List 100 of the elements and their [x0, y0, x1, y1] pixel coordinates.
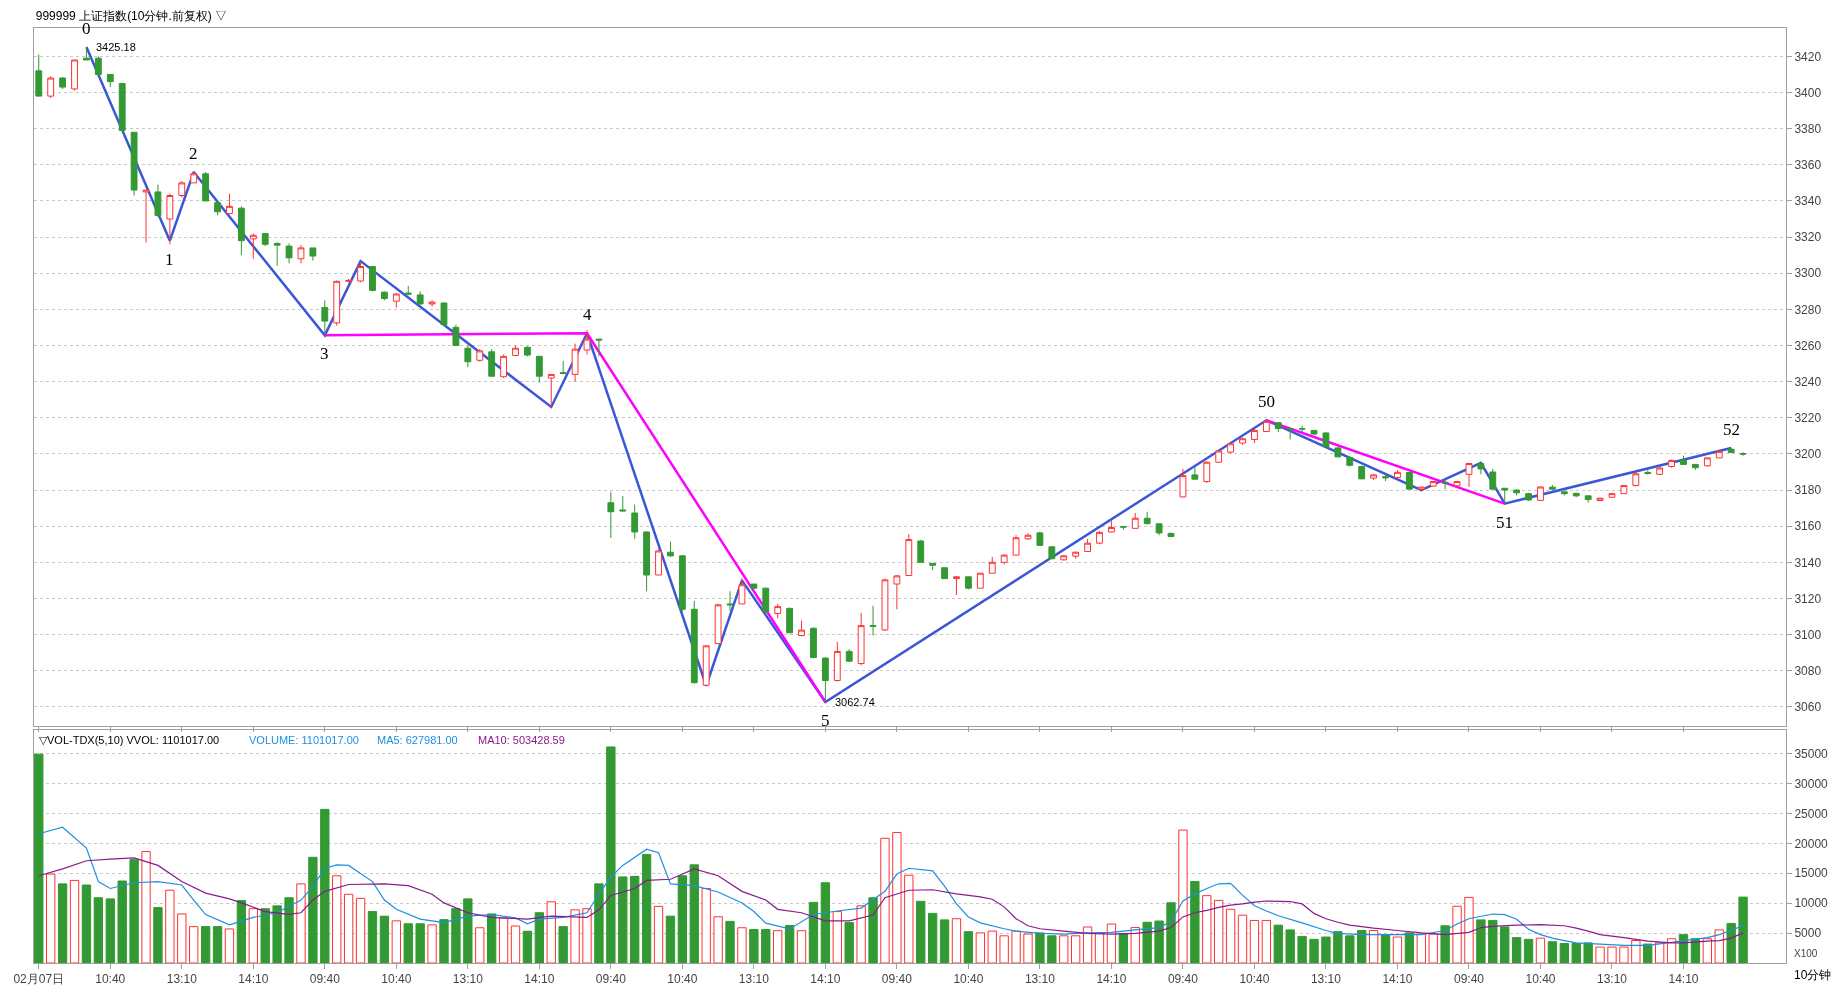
candlestick: [1358, 465, 1366, 480]
bar: [403, 923, 413, 963]
candlestick: [249, 232, 257, 260]
y-tick-label: 3240: [1794, 374, 1822, 389]
candlestick: [1739, 451, 1747, 457]
bar: [1357, 930, 1367, 963]
candlestick: [1513, 489, 1521, 496]
bar: [1345, 935, 1355, 963]
bar: [1333, 931, 1343, 963]
candlestick: [964, 576, 972, 590]
annotation: 2: [189, 144, 198, 163]
y-tick-label: 35000: [1794, 746, 1829, 761]
bar: [248, 908, 258, 963]
bar: [1595, 946, 1605, 963]
bar: [1547, 941, 1558, 963]
bar: [1035, 932, 1045, 963]
bar: [737, 927, 747, 963]
x-tick-label: 14:10: [1382, 972, 1413, 987]
bar: [1202, 895, 1212, 963]
candlestick: [1084, 538, 1091, 552]
y-tick-label: 5000: [1794, 926, 1822, 941]
bar: [1285, 929, 1295, 963]
candlestick: [1346, 455, 1354, 468]
bar: [165, 889, 175, 963]
candlestick: [690, 600, 698, 684]
bar: [1607, 946, 1617, 963]
bar: [1404, 932, 1415, 963]
y-tick-label: 3200: [1794, 447, 1822, 462]
bar: [1738, 896, 1748, 963]
candlestick: [1680, 455, 1687, 466]
candlestick: [1453, 480, 1461, 488]
candlestick: [321, 299, 329, 336]
bar: [46, 873, 56, 963]
candlestick: [1465, 462, 1473, 488]
bar: [1714, 929, 1724, 963]
candlestick: [547, 373, 555, 408]
x-tick-label: 13:10: [1596, 972, 1628, 987]
bar: [1249, 919, 1260, 963]
candlestick: [285, 242, 293, 264]
candlestick: [106, 73, 114, 88]
y-tick-label: 3320: [1794, 230, 1822, 245]
candlestick: [1060, 554, 1068, 562]
annotation: VOLUME: 1101017.00: [249, 734, 359, 746]
candlestick: [1525, 492, 1532, 502]
bar: [1368, 930, 1379, 963]
bar: [355, 897, 366, 963]
candlestick: [1274, 421, 1282, 433]
bar: [1416, 933, 1426, 963]
bar: [427, 924, 437, 963]
bar: [296, 883, 306, 963]
candlestick: [500, 354, 507, 379]
y-tick-label: 3280: [1794, 302, 1822, 317]
bar: [1583, 942, 1593, 963]
candlestick: [512, 344, 519, 357]
candlestick: [1429, 480, 1437, 487]
candlestick: [476, 348, 484, 363]
bar: [379, 915, 390, 963]
bar: [999, 935, 1009, 963]
candlestick: [857, 612, 865, 666]
candlestick: [404, 285, 412, 296]
bar: [284, 897, 294, 963]
candlestick: [1382, 473, 1389, 482]
bar: [510, 925, 521, 963]
candlestick: [798, 620, 805, 637]
candlestick: [1119, 525, 1127, 531]
candlestick: [702, 644, 710, 687]
candlestick: [1489, 468, 1497, 490]
candlestick: [607, 491, 615, 539]
y-tick-label: 10000: [1794, 896, 1829, 911]
bar: [81, 884, 92, 963]
candlestick: [714, 603, 722, 645]
y-tick-label: 3300: [1794, 266, 1822, 281]
x-tick-label: 09:40: [595, 972, 627, 987]
bar: [927, 912, 938, 963]
candlestick: [1096, 530, 1103, 545]
candlestick: [1560, 490, 1568, 496]
bar: [141, 851, 151, 963]
bar: [689, 864, 699, 963]
annotation: ▽VOL-TDX(5,10) VVOL: 1101017.00: [39, 734, 220, 746]
y-tick-label: 3120: [1794, 591, 1822, 606]
bar: [1523, 938, 1534, 963]
text: MA10: 503428.59: [478, 734, 565, 746]
bar: [1214, 899, 1224, 963]
bar: [1011, 930, 1021, 963]
candlestick: [726, 590, 734, 612]
y-tick-label: 3140: [1794, 555, 1822, 570]
candlestick: [118, 82, 126, 131]
bar: [1166, 902, 1176, 963]
bar: [939, 919, 950, 963]
text: MA5: 627981.00: [377, 734, 458, 746]
candlestick: [214, 200, 221, 216]
candlestick: [1167, 532, 1175, 538]
candlestick: [1322, 431, 1330, 448]
candlestick: [1108, 520, 1115, 534]
candlestick: [583, 329, 591, 356]
bar: [951, 918, 962, 963]
bar: [1631, 940, 1641, 963]
candlestick: [786, 607, 794, 634]
candlestick: [297, 244, 305, 264]
y-tick-label: 15000: [1794, 866, 1829, 881]
